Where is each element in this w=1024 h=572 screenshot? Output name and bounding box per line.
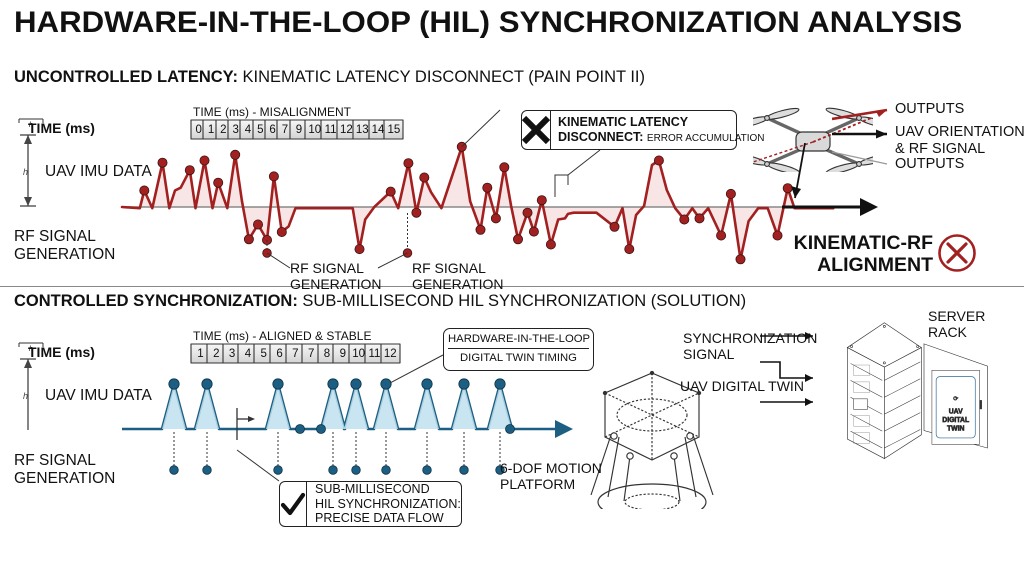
svg-text:⟳: ⟳ <box>953 396 958 402</box>
svg-text:DIGITAL: DIGITAL <box>942 417 969 424</box>
svg-text:TWIN: TWIN <box>947 426 965 433</box>
svg-text:UAV: UAV <box>949 409 963 416</box>
